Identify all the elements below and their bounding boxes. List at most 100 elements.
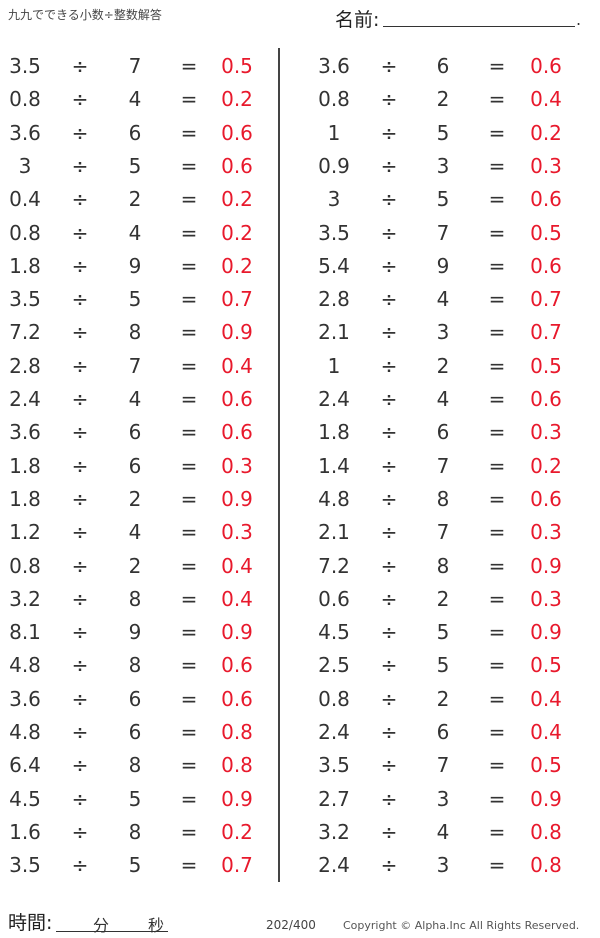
operator: ÷ [380,54,398,78]
divisor: 6 [128,453,142,478]
divisor: 4 [436,287,450,312]
dividend: 1.8 [9,453,41,478]
problem-row: 1.8 ÷ 2 = 0.9 [0,484,600,514]
problem-row: 3.5 ÷ 7 = 0.5 [0,750,600,780]
operator: ÷ [71,686,89,711]
problem-row: 8.1 ÷ 9 = 0.9 [0,617,600,647]
time-label: 時間: [8,912,53,934]
operator: ÷ [380,320,398,345]
dividend: 3.2 [318,819,350,844]
problem-row: 1.8 ÷ 6 = 0.3 [0,417,600,447]
operator: ÷ [380,220,398,245]
equals-sign: = [488,287,506,312]
answer: 0.6 [530,253,562,278]
dividend: 2.8 [9,353,41,378]
problem-row: 2.7 ÷ 3 = 0.9 [0,784,600,814]
operator: ÷ [380,853,398,878]
equals-sign: = [488,520,506,545]
equals-sign: = [488,653,506,678]
dividend: 5.4 [318,253,350,278]
divisor: 6 [436,420,450,445]
equals-sign: = [180,586,198,611]
dividend: 0.9 [318,153,350,178]
operator: ÷ [71,153,89,178]
operator: ÷ [380,387,398,411]
answer: 0.5 [530,353,562,378]
operator: ÷ [71,486,89,511]
problem-row: 3.2 ÷ 4 = 0.8 [0,817,600,847]
problem-row: 4.5 ÷ 5 = 0.9 [0,617,600,647]
dividend: 1 [327,353,341,378]
answer: 0.7 [530,320,562,345]
operator: ÷ [380,586,398,611]
divisor: 7 [436,220,450,245]
dividend: 0.4 [9,187,41,212]
operator: ÷ [71,187,89,212]
dividend: 0.8 [9,220,41,245]
operator: ÷ [71,453,89,478]
dividend: 3.5 [9,287,41,312]
dividend: 2.1 [318,520,350,545]
equals-sign: = [180,486,198,511]
divisor: 4 [128,520,142,545]
dividend: 3.5 [318,220,350,245]
equals-sign: = [180,153,198,178]
divisor: 7 [436,453,450,478]
equals-sign: = [180,320,198,345]
answer: 0.3 [221,453,253,478]
operator: ÷ [380,520,398,545]
operator: ÷ [71,853,89,878]
problem-row: 1.4 ÷ 7 = 0.2 [0,451,600,481]
problem-row: 0.8 ÷ 2 = 0.4 [0,551,600,581]
divisor: 6 [128,720,142,744]
answer: 0.6 [530,486,562,511]
operator: ÷ [71,320,89,345]
dividend: 1 [327,120,341,145]
dividend: 3.6 [9,686,41,711]
answer: 0.6 [221,153,253,178]
divisor: 4 [128,87,142,112]
problem-row: 6.4 ÷ 8 = 0.8 [0,750,600,780]
answer: 0.6 [530,54,562,78]
answer: 0.6 [530,387,562,411]
operator: ÷ [71,287,89,312]
answer: 0.6 [221,120,253,145]
dividend: 0.8 [318,87,350,112]
problem-row: 4.8 ÷ 8 = 0.6 [0,484,600,514]
operator: ÷ [380,253,398,278]
dividend: 4.5 [318,620,350,645]
dividend: 0.8 [9,553,41,578]
divisor: 5 [128,153,142,178]
dividend: 2.4 [9,387,41,411]
equals-sign: = [488,553,506,578]
operator: ÷ [71,87,89,112]
dividend: 2.4 [318,853,350,878]
equals-sign: = [180,686,198,711]
dividend: 3.6 [9,420,41,445]
answer: 0.2 [530,120,562,145]
divisor: 3 [436,320,450,345]
problem-row: 4.8 ÷ 6 = 0.8 [0,717,600,747]
operator: ÷ [71,54,89,78]
dividend: 3.5 [318,753,350,778]
divisor: 8 [128,819,142,844]
operator: ÷ [71,253,89,278]
divisor: 5 [436,653,450,678]
equals-sign: = [488,387,506,411]
problem-row: 1.6 ÷ 8 = 0.2 [0,817,600,847]
equals-sign: = [180,87,198,112]
divisor: 8 [128,320,142,345]
problem-row: 2.1 ÷ 7 = 0.3 [0,517,600,547]
problem-row: 4.8 ÷ 8 = 0.6 [0,650,600,680]
equals-sign: = [488,486,506,511]
divisor: 7 [436,520,450,545]
operator: ÷ [71,553,89,578]
divisor: 8 [436,553,450,578]
equals-sign: = [180,220,198,245]
divisor: 9 [436,253,450,278]
equals-sign: = [180,353,198,378]
dividend: 2.1 [318,320,350,345]
column-divider [278,48,280,882]
operator: ÷ [71,220,89,245]
problem-row: 3.6 ÷ 6 = 0.6 [0,417,600,447]
